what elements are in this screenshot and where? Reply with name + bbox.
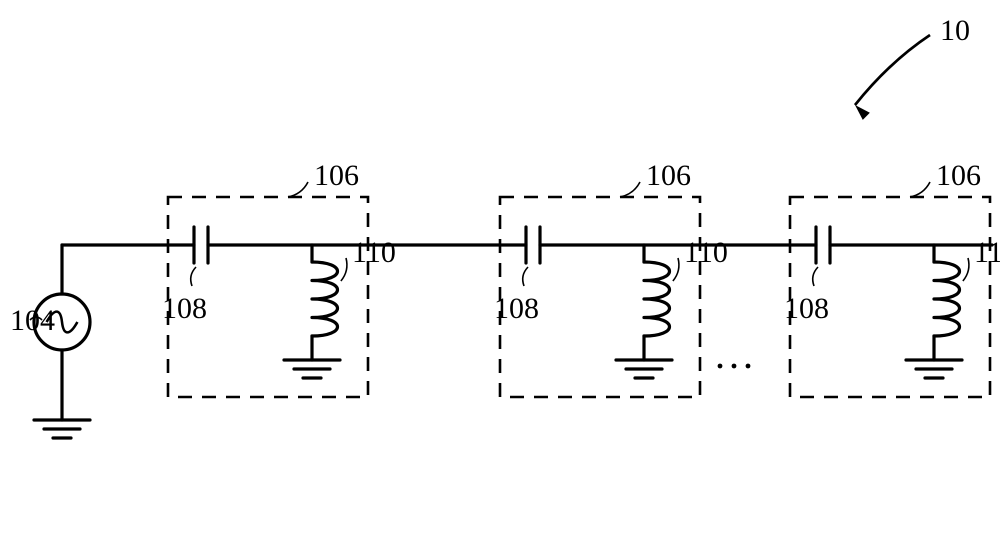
label-110: 110	[974, 236, 1000, 269]
label-106: 106	[936, 159, 981, 192]
label-106: 106	[314, 159, 359, 192]
label-110: 110	[684, 236, 728, 269]
circuit-diagram: 10 104 106 108 110 106 108 110 106 108 110	[0, 0, 1000, 533]
label-104: 104	[10, 304, 55, 337]
label-106: 106	[646, 159, 691, 192]
label-108: 108	[162, 292, 207, 325]
ref-label-10: 10	[940, 14, 970, 47]
ellipsis-dot	[732, 364, 737, 369]
label-108: 108	[494, 292, 539, 325]
ellipsis-dot	[746, 364, 751, 369]
label-110: 110	[352, 236, 396, 269]
ellipsis-dot	[718, 364, 723, 369]
ref-arrow	[855, 35, 930, 105]
label-108: 108	[784, 292, 829, 325]
